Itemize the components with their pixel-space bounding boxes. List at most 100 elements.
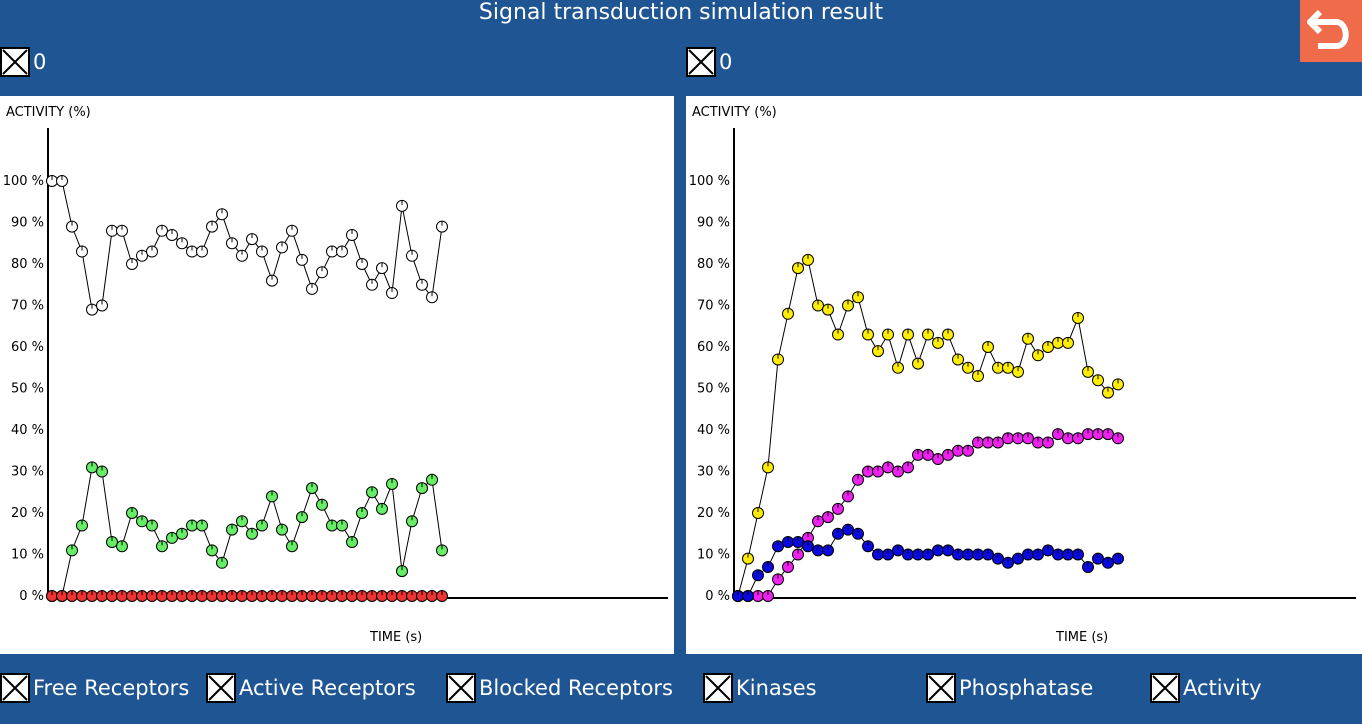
- active-receptors-point: [426, 473, 438, 486]
- activity-point: [1102, 386, 1114, 399]
- back-button[interactable]: [1300, 0, 1362, 62]
- free-receptors-point: [316, 266, 328, 279]
- active-receptors-point: [266, 490, 278, 503]
- checked-x-icon: [2, 675, 28, 701]
- free-receptors-point: [256, 245, 268, 258]
- active-receptors-point: [126, 507, 138, 519]
- checked-x-icon: [705, 675, 731, 701]
- free-receptors-point: [366, 278, 378, 291]
- left-series-toggle[interactable]: 0: [0, 45, 46, 79]
- phosphatase-checkbox[interactable]: [926, 673, 956, 703]
- checked-x-icon: [2, 49, 28, 75]
- activity-point: [762, 461, 774, 474]
- legend-activity[interactable]: Activity: [1150, 671, 1262, 705]
- series-active-receptors: [46, 461, 448, 602]
- y-tick-label: 70 %: [697, 299, 730, 314]
- phosphatase-point: [892, 465, 904, 478]
- free-receptors-point: [436, 220, 448, 233]
- active-receptors-point: [406, 515, 418, 528]
- page-title: Signal transduction simulation result: [478, 0, 884, 25]
- active-receptors-point: [396, 565, 408, 578]
- right-toggle-checkbox[interactable]: [686, 47, 716, 77]
- activity-point: [942, 328, 954, 341]
- y-axis-label: ACTIVITY (%): [6, 105, 91, 120]
- active-receptors-point: [136, 515, 148, 528]
- y-tick-label: 50 %: [11, 382, 44, 397]
- right-toggle-label: 0: [719, 50, 733, 74]
- activity-point: [742, 552, 754, 565]
- legend-kinases[interactable]: Kinases: [703, 671, 817, 705]
- blocked-receptors-label: Blocked Receptors: [479, 676, 673, 700]
- free-receptors-point: [96, 299, 108, 312]
- active-receptors-point: [276, 523, 288, 536]
- activity-point: [1082, 365, 1094, 378]
- free-receptors-point: [176, 237, 188, 250]
- free-receptors-line: [52, 180, 443, 311]
- right-series-toggle[interactable]: 0: [686, 45, 732, 79]
- activity-point: [892, 361, 904, 374]
- free-receptors-point: [56, 175, 68, 187]
- activity-point: [972, 370, 984, 383]
- phosphatase-point: [872, 465, 884, 478]
- activity-point: [782, 307, 794, 320]
- activity-label: Activity: [1183, 676, 1262, 700]
- left-toggle-label: 0: [33, 50, 47, 74]
- active-receptors-point: [106, 536, 118, 549]
- legend-free-receptors[interactable]: Free Receptors: [0, 671, 189, 705]
- free-receptors-point: [236, 249, 248, 262]
- phosphatase-point: [842, 490, 854, 503]
- y-tick-label: 40 %: [697, 423, 730, 438]
- active-receptors-point: [366, 486, 378, 499]
- blocked-receptors-checkbox[interactable]: [446, 673, 476, 703]
- y-tick-label: 90 %: [11, 216, 44, 231]
- phosphatase-point: [1022, 432, 1034, 445]
- kinases-point: [942, 544, 954, 557]
- active-receptors-point: [336, 519, 348, 532]
- kinases-point: [1102, 556, 1114, 569]
- legend-active-receptors[interactable]: Active Receptors: [206, 671, 416, 705]
- activity-checkbox[interactable]: [1150, 673, 1180, 703]
- y-tick-label: 20 %: [697, 506, 730, 521]
- active-receptors-point: [306, 482, 318, 495]
- active-receptors-point: [196, 519, 208, 532]
- activity-point: [772, 353, 784, 366]
- legend-blocked-receptors[interactable]: Blocked Receptors: [446, 671, 673, 705]
- phosphatase-point: [1052, 428, 1064, 441]
- kinases-point: [852, 527, 864, 540]
- checked-x-icon: [208, 675, 234, 701]
- y-tick-label: 50 %: [697, 382, 730, 397]
- phosphatase-point: [942, 448, 954, 461]
- receptors-chart-panel: ACTIVITY (%) TIME (s) 0 % 10 % 20 % 30 % 40 % 5…: [0, 96, 674, 654]
- activity-point: [982, 341, 994, 353]
- y-tick-label: 100 %: [689, 174, 730, 189]
- x-axis-label: TIME (s): [1055, 630, 1108, 645]
- x-axis-label: TIME (s): [369, 630, 422, 645]
- free-receptors-point: [146, 245, 158, 258]
- kinases-checkbox[interactable]: [703, 673, 733, 703]
- activity-point: [1042, 341, 1054, 353]
- active-receptors-point: [246, 527, 258, 540]
- phosphatase-point: [812, 515, 824, 528]
- free-receptors-point: [116, 224, 128, 237]
- legend-phosphatase[interactable]: Phosphatase: [926, 671, 1093, 705]
- enzymes-chart-panel: ACTIVITY (%) TIME (s) 0 % 10 % 20 % 30 % 40 % 5…: [686, 96, 1362, 654]
- activity-point: [1002, 361, 1014, 374]
- active-receptors-point: [316, 498, 328, 511]
- active-receptors-point: [296, 511, 308, 524]
- activity-point: [852, 291, 864, 304]
- checked-x-icon: [688, 49, 714, 75]
- left-toggle-checkbox[interactable]: [0, 47, 30, 77]
- phosphatase-point: [992, 436, 1004, 449]
- y-tick-label: 90 %: [697, 216, 730, 231]
- free-receptors-checkbox[interactable]: [0, 673, 30, 703]
- active-receptors-point: [86, 461, 98, 474]
- activity-point: [902, 328, 914, 341]
- series-blocked-receptors: [46, 590, 448, 602]
- receptors-chart: ACTIVITY (%) TIME (s) 0 % 10 % 20 % 30 % 40 % 5…: [3, 105, 668, 645]
- active-receptors-point: [66, 544, 78, 557]
- activity-point: [832, 328, 844, 341]
- phosphatase-point: [1042, 436, 1054, 449]
- y-tick-label: 30 %: [697, 465, 730, 480]
- kinases-point: [1002, 556, 1014, 569]
- active-receptors-checkbox[interactable]: [206, 673, 236, 703]
